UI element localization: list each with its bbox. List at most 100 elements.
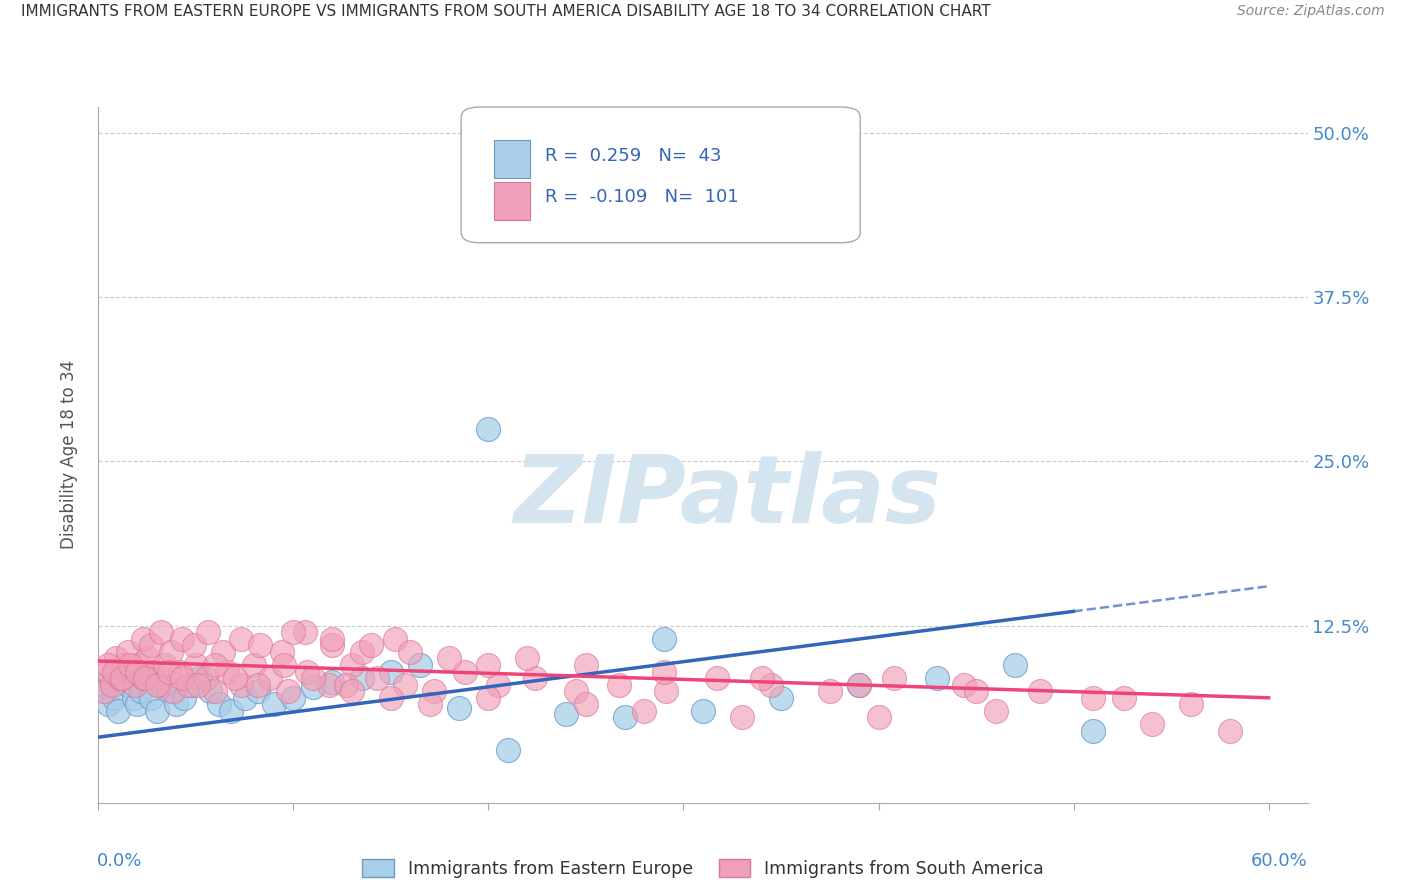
- Point: [139, 690, 162, 705]
- Point: [177, 678, 200, 692]
- Point: [149, 625, 172, 640]
- Point: [104, 651, 127, 665]
- Point: [204, 657, 226, 672]
- Point: [162, 684, 184, 698]
- Point: [111, 671, 134, 685]
- Point: [103, 665, 125, 679]
- Point: [283, 690, 305, 705]
- Point: [321, 638, 343, 652]
- Point: [350, 645, 373, 659]
- Y-axis label: Disability Age 18 to 34: Disability Age 18 to 34: [59, 360, 77, 549]
- Point: [925, 671, 948, 685]
- Point: [486, 678, 509, 692]
- Point: [575, 698, 598, 712]
- Point: [516, 651, 538, 665]
- Point: [101, 678, 124, 692]
- Point: [117, 645, 139, 659]
- Point: [181, 678, 204, 692]
- Point: [633, 704, 655, 718]
- Point: [107, 704, 129, 718]
- Point: [97, 698, 120, 712]
- Point: [318, 678, 340, 692]
- Point: [229, 678, 252, 692]
- Point: [146, 704, 169, 718]
- Point: [122, 690, 145, 705]
- Point: [172, 671, 194, 685]
- Point: [1180, 698, 1202, 712]
- Bar: [494, 182, 530, 220]
- Point: [366, 671, 388, 685]
- Point: [1140, 717, 1163, 731]
- Text: R =  -0.109   N=  101: R = -0.109 N= 101: [544, 188, 738, 206]
- Point: [187, 678, 209, 692]
- Point: [496, 743, 519, 757]
- Point: [340, 657, 363, 672]
- Point: [146, 678, 169, 692]
- Point: [111, 665, 134, 679]
- Point: [321, 675, 343, 690]
- Point: [302, 680, 325, 694]
- Point: [97, 657, 120, 672]
- Point: [127, 698, 149, 712]
- Point: [409, 657, 432, 672]
- Point: [1081, 723, 1104, 738]
- Point: [184, 657, 207, 672]
- Point: [103, 690, 125, 705]
- Point: [169, 665, 191, 679]
- Point: [117, 678, 139, 692]
- Point: [477, 657, 499, 672]
- Point: [965, 684, 987, 698]
- Point: [868, 710, 890, 724]
- Bar: [494, 140, 530, 178]
- Point: [423, 684, 446, 698]
- Point: [124, 678, 146, 692]
- Point: [212, 645, 235, 659]
- Point: [294, 625, 316, 640]
- Point: [128, 657, 150, 672]
- Point: [477, 422, 499, 436]
- Point: [380, 665, 402, 679]
- Point: [157, 665, 180, 679]
- Text: IMMIGRANTS FROM EASTERN EUROPE VS IMMIGRANTS FROM SOUTH AMERICA DISABILITY AGE 1: IMMIGRANTS FROM EASTERN EUROPE VS IMMIGR…: [21, 4, 991, 20]
- Point: [1081, 690, 1104, 705]
- Text: 0.0%: 0.0%: [97, 852, 142, 870]
- Point: [419, 698, 441, 712]
- Point: [360, 638, 382, 652]
- Point: [769, 690, 792, 705]
- Point: [575, 657, 598, 672]
- Point: [731, 710, 754, 724]
- Point: [173, 690, 195, 705]
- Text: 60.0%: 60.0%: [1251, 852, 1308, 870]
- Point: [233, 690, 256, 705]
- Text: ZIPatlas: ZIPatlas: [513, 450, 941, 542]
- Point: [454, 665, 477, 679]
- Point: [131, 684, 153, 698]
- Point: [350, 671, 373, 685]
- Point: [127, 665, 149, 679]
- Point: [477, 690, 499, 705]
- Point: [565, 684, 588, 698]
- Point: [1219, 723, 1241, 738]
- Point: [283, 625, 305, 640]
- Text: Source: ZipAtlas.com: Source: ZipAtlas.com: [1237, 4, 1385, 19]
- Point: [188, 671, 211, 685]
- Point: [321, 632, 343, 646]
- Point: [159, 645, 181, 659]
- Point: [259, 671, 281, 685]
- Point: [198, 684, 221, 698]
- Point: [394, 678, 416, 692]
- Point: [142, 665, 165, 679]
- Point: [249, 638, 271, 652]
- Point: [217, 665, 239, 679]
- Point: [848, 678, 870, 692]
- Point: [197, 625, 219, 640]
- Point: [132, 632, 155, 646]
- Point: [751, 671, 773, 685]
- Point: [229, 632, 252, 646]
- Text: R =  0.259   N=  43: R = 0.259 N= 43: [544, 147, 721, 165]
- Point: [1029, 684, 1052, 698]
- Point: [607, 678, 630, 692]
- Point: [148, 678, 170, 692]
- Point: [335, 678, 357, 692]
- Point: [132, 671, 155, 685]
